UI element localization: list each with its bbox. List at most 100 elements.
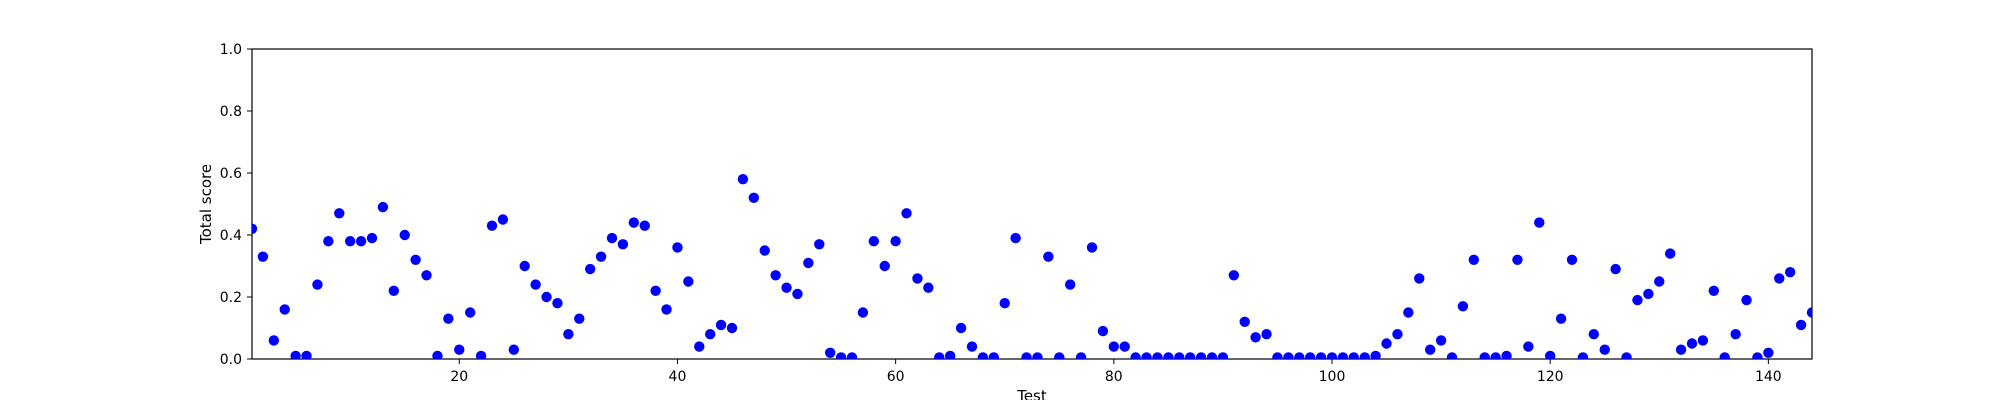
- data-point: [824, 347, 836, 358]
- data-point: [1195, 352, 1207, 359]
- data-point: [944, 350, 956, 359]
- data-point: [454, 344, 465, 355]
- data-point: [508, 344, 520, 355]
- data-point: [595, 251, 607, 262]
- data-point: [421, 270, 432, 281]
- data-point: [1010, 232, 1021, 244]
- data-point: [432, 350, 443, 359]
- data-point: [1174, 352, 1185, 359]
- data-point: [563, 329, 574, 340]
- data-point: [1163, 352, 1174, 359]
- data-point: [519, 260, 530, 272]
- data-point: [1272, 352, 1283, 359]
- data-point: [934, 352, 945, 359]
- data-point: [1610, 263, 1621, 275]
- data-point: [879, 260, 890, 272]
- data-point: [1141, 352, 1152, 359]
- data-point: [1501, 350, 1512, 359]
- data-point: [1534, 217, 1545, 228]
- data-point: [1392, 329, 1403, 340]
- y-axis-label: Total score: [197, 164, 215, 245]
- data-point: [1479, 352, 1490, 359]
- data-point: [1468, 254, 1480, 265]
- data-point: [252, 223, 258, 234]
- data-point: [1239, 316, 1250, 327]
- data-point: [388, 285, 400, 296]
- data-point: [486, 220, 498, 231]
- data-point: [966, 341, 978, 352]
- x-tick-label: 100: [1319, 369, 1346, 385]
- data-point: [1119, 341, 1130, 352]
- y-tick-label: 0.2: [220, 290, 242, 306]
- data-point: [290, 350, 301, 359]
- data-point: [541, 291, 552, 303]
- data-point: [715, 319, 727, 331]
- data-point: [1184, 352, 1196, 359]
- data-point: [1403, 307, 1414, 318]
- data-points: [252, 174, 1812, 359]
- data-point: [1097, 325, 1109, 337]
- data-point: [770, 270, 781, 281]
- data-point: [1359, 352, 1370, 359]
- data-point: [1021, 352, 1032, 359]
- data-point: [530, 279, 541, 290]
- x-tick-label: 40: [669, 369, 687, 385]
- data-point: [584, 263, 596, 275]
- data-point: [912, 273, 923, 284]
- data-point: [1686, 338, 1698, 349]
- data-point: [977, 352, 989, 359]
- data-point: [1108, 341, 1120, 352]
- data-point: [323, 236, 334, 247]
- data-point: [1446, 352, 1458, 359]
- data-point: [366, 232, 378, 244]
- data-point: [1064, 279, 1076, 290]
- data-point: [1784, 267, 1796, 278]
- data-point: [1206, 352, 1218, 359]
- data-point: [694, 341, 705, 352]
- data-point: [606, 232, 618, 244]
- data-point: [344, 236, 356, 247]
- data-point: [1697, 335, 1709, 346]
- data-point: [737, 174, 749, 185]
- data-point: [1217, 352, 1229, 359]
- data-point: [1719, 352, 1730, 359]
- data-point: [617, 239, 629, 250]
- data-point: [814, 239, 825, 250]
- data-point: [464, 307, 476, 318]
- data-point: [1228, 270, 1240, 281]
- data-point: [923, 282, 934, 293]
- data-point: [1414, 273, 1425, 284]
- data-point: [1675, 344, 1687, 355]
- data-point: [1304, 352, 1316, 359]
- data-point: [1566, 254, 1578, 265]
- x-tick-label: 80: [1105, 369, 1123, 385]
- data-point: [1490, 352, 1501, 359]
- data-point: [574, 313, 585, 324]
- data-point: [475, 350, 487, 359]
- data-point: [1457, 301, 1469, 312]
- data-point: [301, 350, 312, 359]
- x-axis-label: Test: [1016, 387, 1047, 400]
- x-tick-label: 140: [1755, 369, 1782, 385]
- data-point: [1621, 352, 1632, 359]
- x-axis: 20 40 60 80 100 120 140: [450, 359, 1782, 385]
- data-point: [1664, 248, 1676, 259]
- data-point: [1054, 352, 1065, 359]
- data-point: [334, 208, 345, 219]
- data-point: [1435, 335, 1447, 346]
- data-point: [1763, 347, 1774, 358]
- y-tick-label: 0.8: [220, 104, 242, 120]
- data-point: [268, 335, 280, 346]
- data-point: [399, 229, 410, 241]
- data-point: [868, 236, 880, 247]
- data-point: [999, 298, 1010, 309]
- y-tick-label: 1.0: [220, 42, 242, 58]
- y-tick-label: 0.4: [220, 228, 242, 244]
- data-point: [257, 251, 269, 262]
- data-point: [355, 236, 367, 247]
- data-point: [1588, 329, 1600, 340]
- data-point: [803, 257, 814, 269]
- data-point: [1283, 352, 1294, 359]
- data-point: [748, 192, 760, 203]
